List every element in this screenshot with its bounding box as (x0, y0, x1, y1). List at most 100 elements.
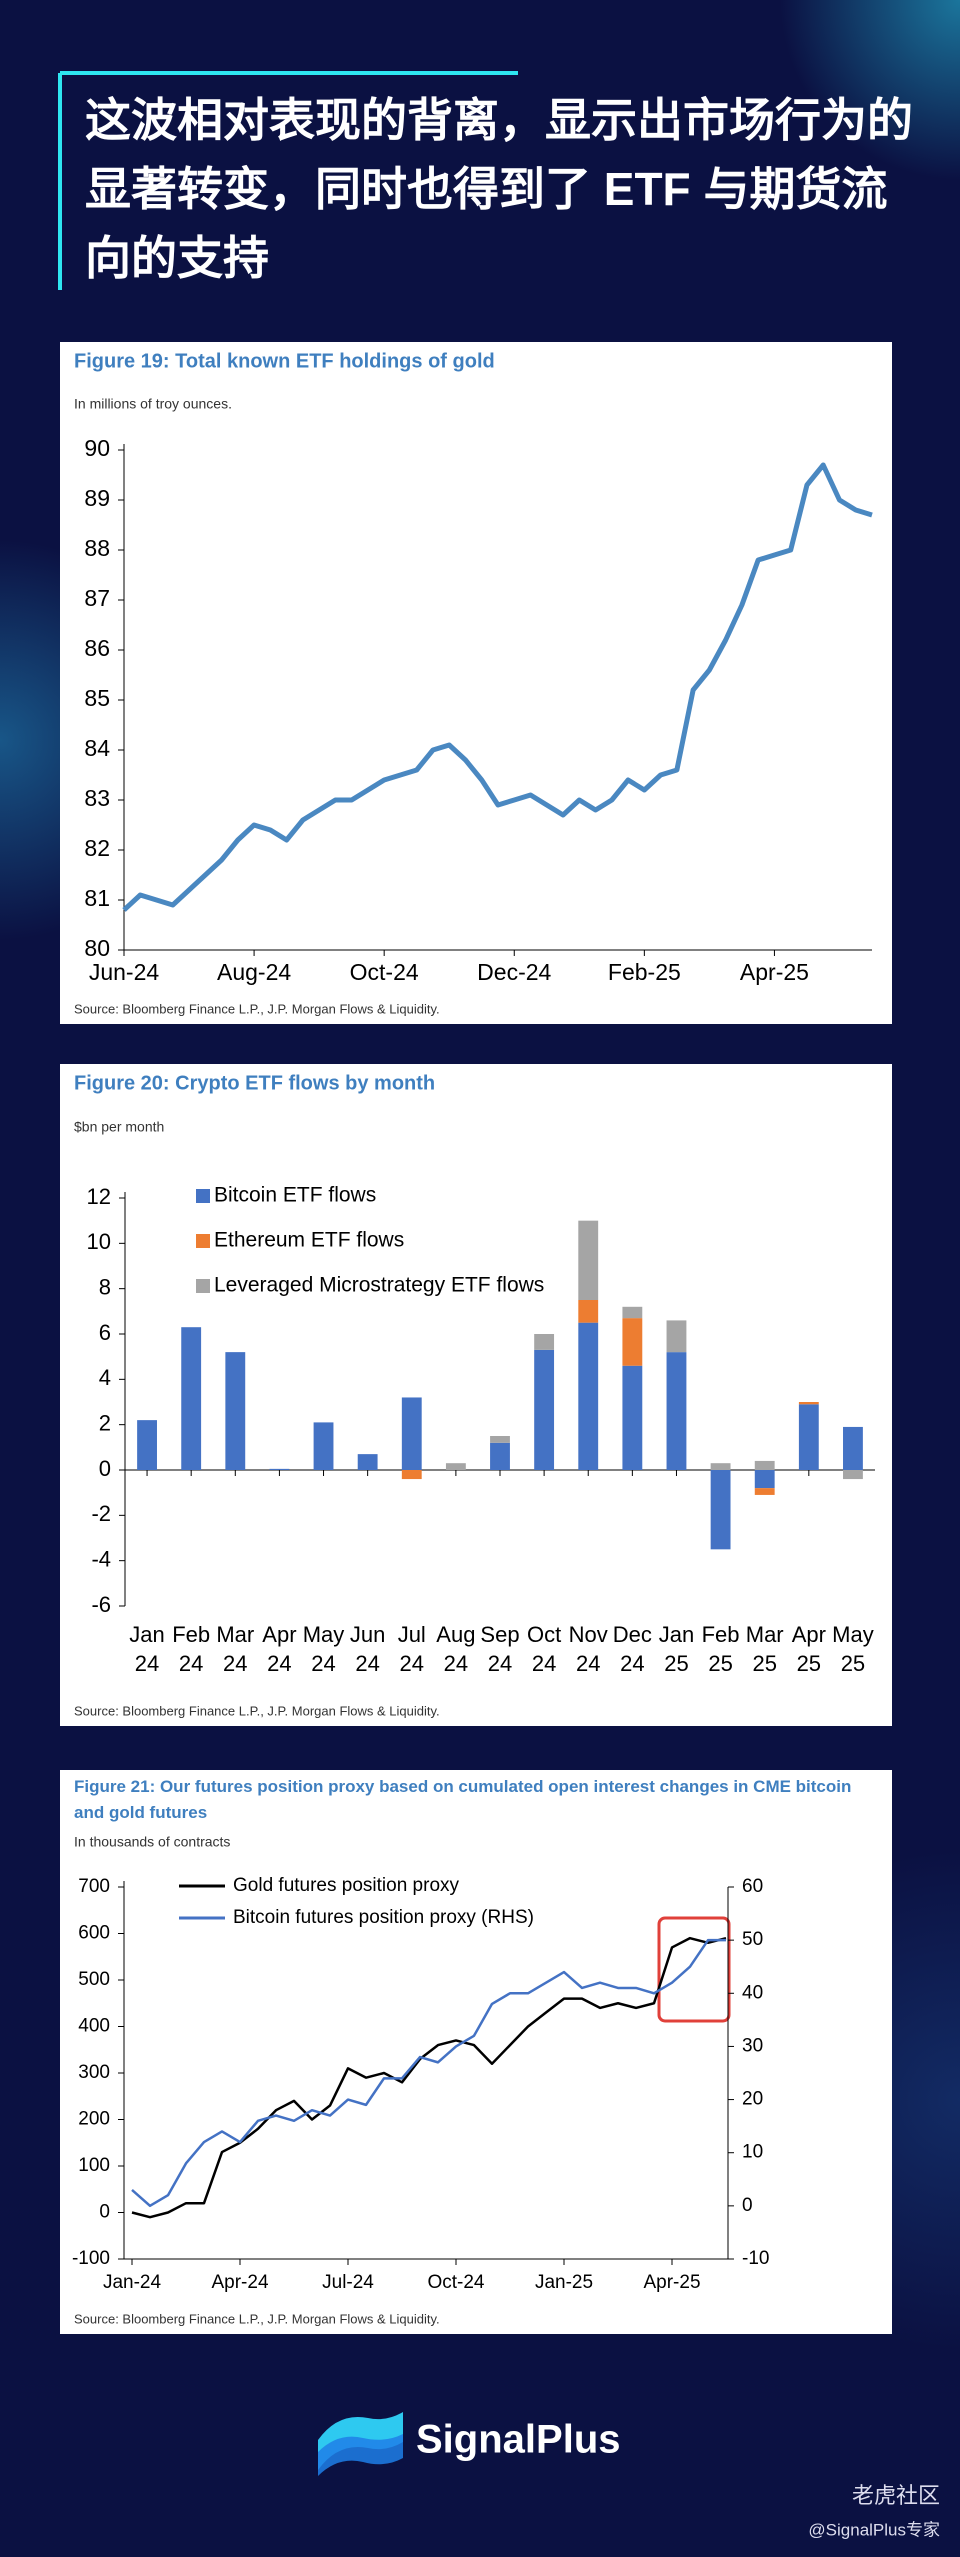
y-tick-label: 80 (84, 935, 110, 961)
line (122, 462, 873, 912)
line (131, 1936, 727, 2219)
chart-source: Source: Bloomberg Finance L.P., J.P. Mor… (74, 2311, 440, 2326)
y-tick-label: 10 (87, 1229, 111, 1254)
y-tick-label: 85 (84, 685, 110, 711)
legend-swatch (196, 1189, 210, 1203)
line (131, 1938, 726, 2208)
chart-source: Source: Bloomberg Finance L.P., J.P. Mor… (74, 1703, 440, 1718)
y-tick-label: 700 (78, 1876, 110, 1897)
y-tick-label: 400 (78, 2016, 110, 2037)
bar (622, 1306, 643, 1319)
y-tick-label: 84 (84, 735, 110, 761)
bar (445, 1463, 466, 1470)
bar (225, 1352, 246, 1470)
y-tick-label: 82 (84, 835, 110, 861)
y-tick-label: -100 (72, 2248, 110, 2269)
y-tick-label: 8 (99, 1274, 111, 1299)
bar (313, 1422, 334, 1470)
chart-subtitle: $bn per month (74, 1119, 164, 1135)
panel (60, 342, 892, 1024)
y-tick-label: 600 (78, 1923, 110, 1944)
bar (843, 1470, 863, 1480)
y2-tick-label: 20 (742, 2089, 763, 2110)
y-tick-label: 12 (87, 1184, 111, 1209)
chart-subtitle: In millions of troy ounces. (74, 396, 232, 412)
y-tick-label: -6 (91, 1592, 111, 1617)
y2-tick-label: 60 (742, 1876, 763, 1897)
x-tick-label: Jan 25 (658, 1622, 695, 1676)
bar (622, 1318, 643, 1366)
bar (754, 1470, 775, 1489)
bar (578, 1322, 599, 1470)
bar (534, 1334, 555, 1350)
x-tick-label: Jan 24 (129, 1622, 165, 1676)
chart-source: Source: Bloomberg Finance L.P., J.P. Mor… (74, 1001, 440, 1016)
x-tick-label: Jun 24 (349, 1622, 386, 1676)
x-tick-label: Apr 24 (262, 1622, 297, 1676)
legend-swatch (196, 1234, 210, 1248)
y-tick-label: 87 (84, 585, 110, 611)
y2-tick-label: 30 (742, 2035, 763, 2056)
x-tick-label: Apr-24 (211, 2272, 268, 2293)
x-tick-label: May 25 (832, 1622, 874, 1676)
x-tick-label: Feb-25 (608, 959, 681, 985)
bar (269, 1468, 290, 1470)
x-tick-label: Mar 24 (216, 1622, 255, 1676)
x-tick-label: Jan-24 (103, 2272, 162, 2293)
legend-swatch (196, 1279, 210, 1293)
bar (666, 1320, 687, 1353)
y-tick-label: 83 (84, 785, 110, 811)
y-tick-label: 200 (78, 2109, 110, 2130)
bar (798, 1402, 819, 1405)
y-tick-label: 88 (84, 535, 110, 561)
bar (710, 1463, 731, 1470)
bar (754, 1460, 775, 1470)
headline: 这波相对表现的背离，显示出市场行为的显著转变，同时也得到了 ETF 与期货流向的… (85, 94, 913, 284)
chart-title: Figure 21: Our futures position proxy ba… (74, 1777, 852, 1822)
brand: SignalPlus (416, 2418, 621, 2462)
x-tick-label: Dec-24 (477, 959, 551, 985)
y-tick-label: 2 (99, 1410, 111, 1435)
bar (622, 1365, 643, 1470)
bar (666, 1352, 687, 1470)
x-tick-label: Mar 25 (745, 1622, 784, 1676)
x-tick-label: Dec 24 (612, 1622, 652, 1676)
handle: @SignalPlus专家 (808, 2520, 940, 2539)
legend-label: Ethereum ETF flows (214, 1229, 404, 1252)
x-tick-label: Apr-25 (643, 2272, 700, 2293)
y-tick-label: 0 (99, 1456, 111, 1481)
x-tick-label: Oct-24 (350, 959, 419, 985)
watermark: 老虎社区 (852, 2483, 940, 2508)
legend-label: Bitcoin futures position proxy (RHS) (233, 1907, 534, 1928)
y-tick-label: 81 (84, 885, 110, 911)
chart-title: Figure 19: Total known ETF holdings of g… (74, 350, 495, 372)
x-tick-label: Nov 24 (568, 1622, 608, 1676)
y-tick-label: 90 (84, 435, 110, 461)
bar (490, 1442, 510, 1470)
bar (490, 1436, 510, 1443)
y-tick-label: 500 (78, 1969, 110, 1990)
highlight-box (657, 1916, 731, 2023)
y2-tick-label: 10 (742, 2142, 763, 2163)
y-tick-label: 300 (78, 2062, 110, 2083)
bar (401, 1397, 422, 1470)
bar (578, 1220, 599, 1300)
y-tick-label: 89 (84, 485, 110, 511)
y-tick-label: 100 (78, 2155, 110, 2176)
panel (60, 1770, 892, 2334)
bar (534, 1349, 555, 1470)
x-tick-label: Oct-24 (427, 2272, 484, 2293)
bar (401, 1470, 422, 1480)
bar (798, 1404, 819, 1470)
y-tick-label: 0 (99, 2202, 110, 2223)
x-tick-label: Jul-24 (322, 2272, 374, 2293)
logo-icon (318, 2412, 403, 2476)
x-tick-label: Jun-24 (89, 959, 160, 985)
legend-label: Gold futures position proxy (233, 1875, 460, 1896)
x-tick-label: Apr-25 (740, 959, 809, 985)
y-tick-label: 86 (84, 635, 110, 661)
y2-tick-label: -10 (742, 2248, 769, 2269)
y2-tick-label: 50 (742, 1929, 763, 1950)
bar (578, 1300, 599, 1323)
